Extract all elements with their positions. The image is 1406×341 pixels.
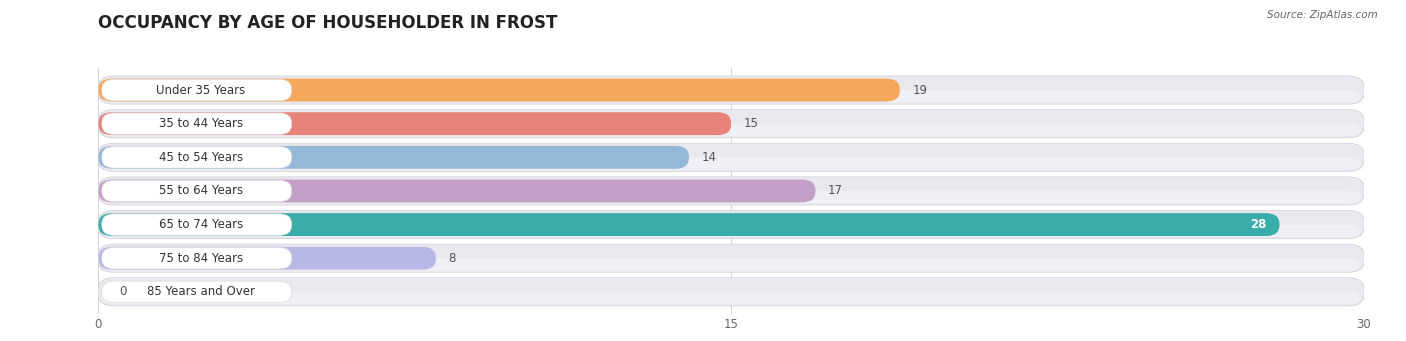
Text: 28: 28 — [1250, 218, 1267, 231]
FancyBboxPatch shape — [101, 281, 291, 302]
FancyBboxPatch shape — [101, 113, 291, 134]
FancyBboxPatch shape — [98, 177, 1364, 205]
Text: 35 to 44 Years: 35 to 44 Years — [159, 117, 243, 130]
Text: 14: 14 — [702, 151, 717, 164]
FancyBboxPatch shape — [97, 177, 1365, 205]
FancyBboxPatch shape — [101, 258, 1361, 271]
Text: 15: 15 — [744, 117, 759, 130]
Text: 85 Years and Over: 85 Years and Over — [146, 285, 254, 298]
FancyBboxPatch shape — [101, 248, 291, 269]
Text: 19: 19 — [912, 84, 928, 97]
FancyBboxPatch shape — [97, 143, 1365, 172]
FancyBboxPatch shape — [98, 144, 1364, 171]
Text: 55 to 64 Years: 55 to 64 Years — [159, 184, 243, 197]
FancyBboxPatch shape — [98, 146, 689, 169]
Text: Source: ZipAtlas.com: Source: ZipAtlas.com — [1267, 10, 1378, 20]
Text: 45 to 54 Years: 45 to 54 Years — [159, 151, 243, 164]
FancyBboxPatch shape — [101, 124, 1361, 136]
FancyBboxPatch shape — [101, 225, 1361, 237]
FancyBboxPatch shape — [101, 180, 291, 202]
FancyBboxPatch shape — [101, 157, 1361, 170]
FancyBboxPatch shape — [98, 211, 1364, 238]
FancyBboxPatch shape — [97, 277, 1365, 306]
FancyBboxPatch shape — [98, 213, 1279, 236]
FancyBboxPatch shape — [97, 210, 1365, 239]
FancyBboxPatch shape — [97, 244, 1365, 273]
FancyBboxPatch shape — [98, 76, 1364, 104]
FancyBboxPatch shape — [101, 90, 1361, 103]
FancyBboxPatch shape — [98, 79, 900, 102]
Text: 17: 17 — [828, 184, 844, 197]
Text: 8: 8 — [449, 252, 456, 265]
Text: Under 35 Years: Under 35 Years — [156, 84, 246, 97]
FancyBboxPatch shape — [101, 147, 291, 168]
FancyBboxPatch shape — [98, 247, 436, 270]
FancyBboxPatch shape — [98, 179, 815, 203]
FancyBboxPatch shape — [97, 109, 1365, 138]
FancyBboxPatch shape — [98, 110, 1364, 137]
Text: 75 to 84 Years: 75 to 84 Years — [159, 252, 243, 265]
FancyBboxPatch shape — [98, 112, 731, 135]
Text: 0: 0 — [120, 285, 127, 298]
FancyBboxPatch shape — [98, 278, 1364, 306]
FancyBboxPatch shape — [101, 214, 291, 235]
FancyBboxPatch shape — [101, 191, 1361, 203]
FancyBboxPatch shape — [98, 244, 1364, 272]
FancyBboxPatch shape — [101, 79, 291, 101]
FancyBboxPatch shape — [101, 292, 1361, 304]
Text: OCCUPANCY BY AGE OF HOUSEHOLDER IN FROST: OCCUPANCY BY AGE OF HOUSEHOLDER IN FROST — [98, 14, 558, 32]
FancyBboxPatch shape — [97, 76, 1365, 105]
Text: 65 to 74 Years: 65 to 74 Years — [159, 218, 243, 231]
